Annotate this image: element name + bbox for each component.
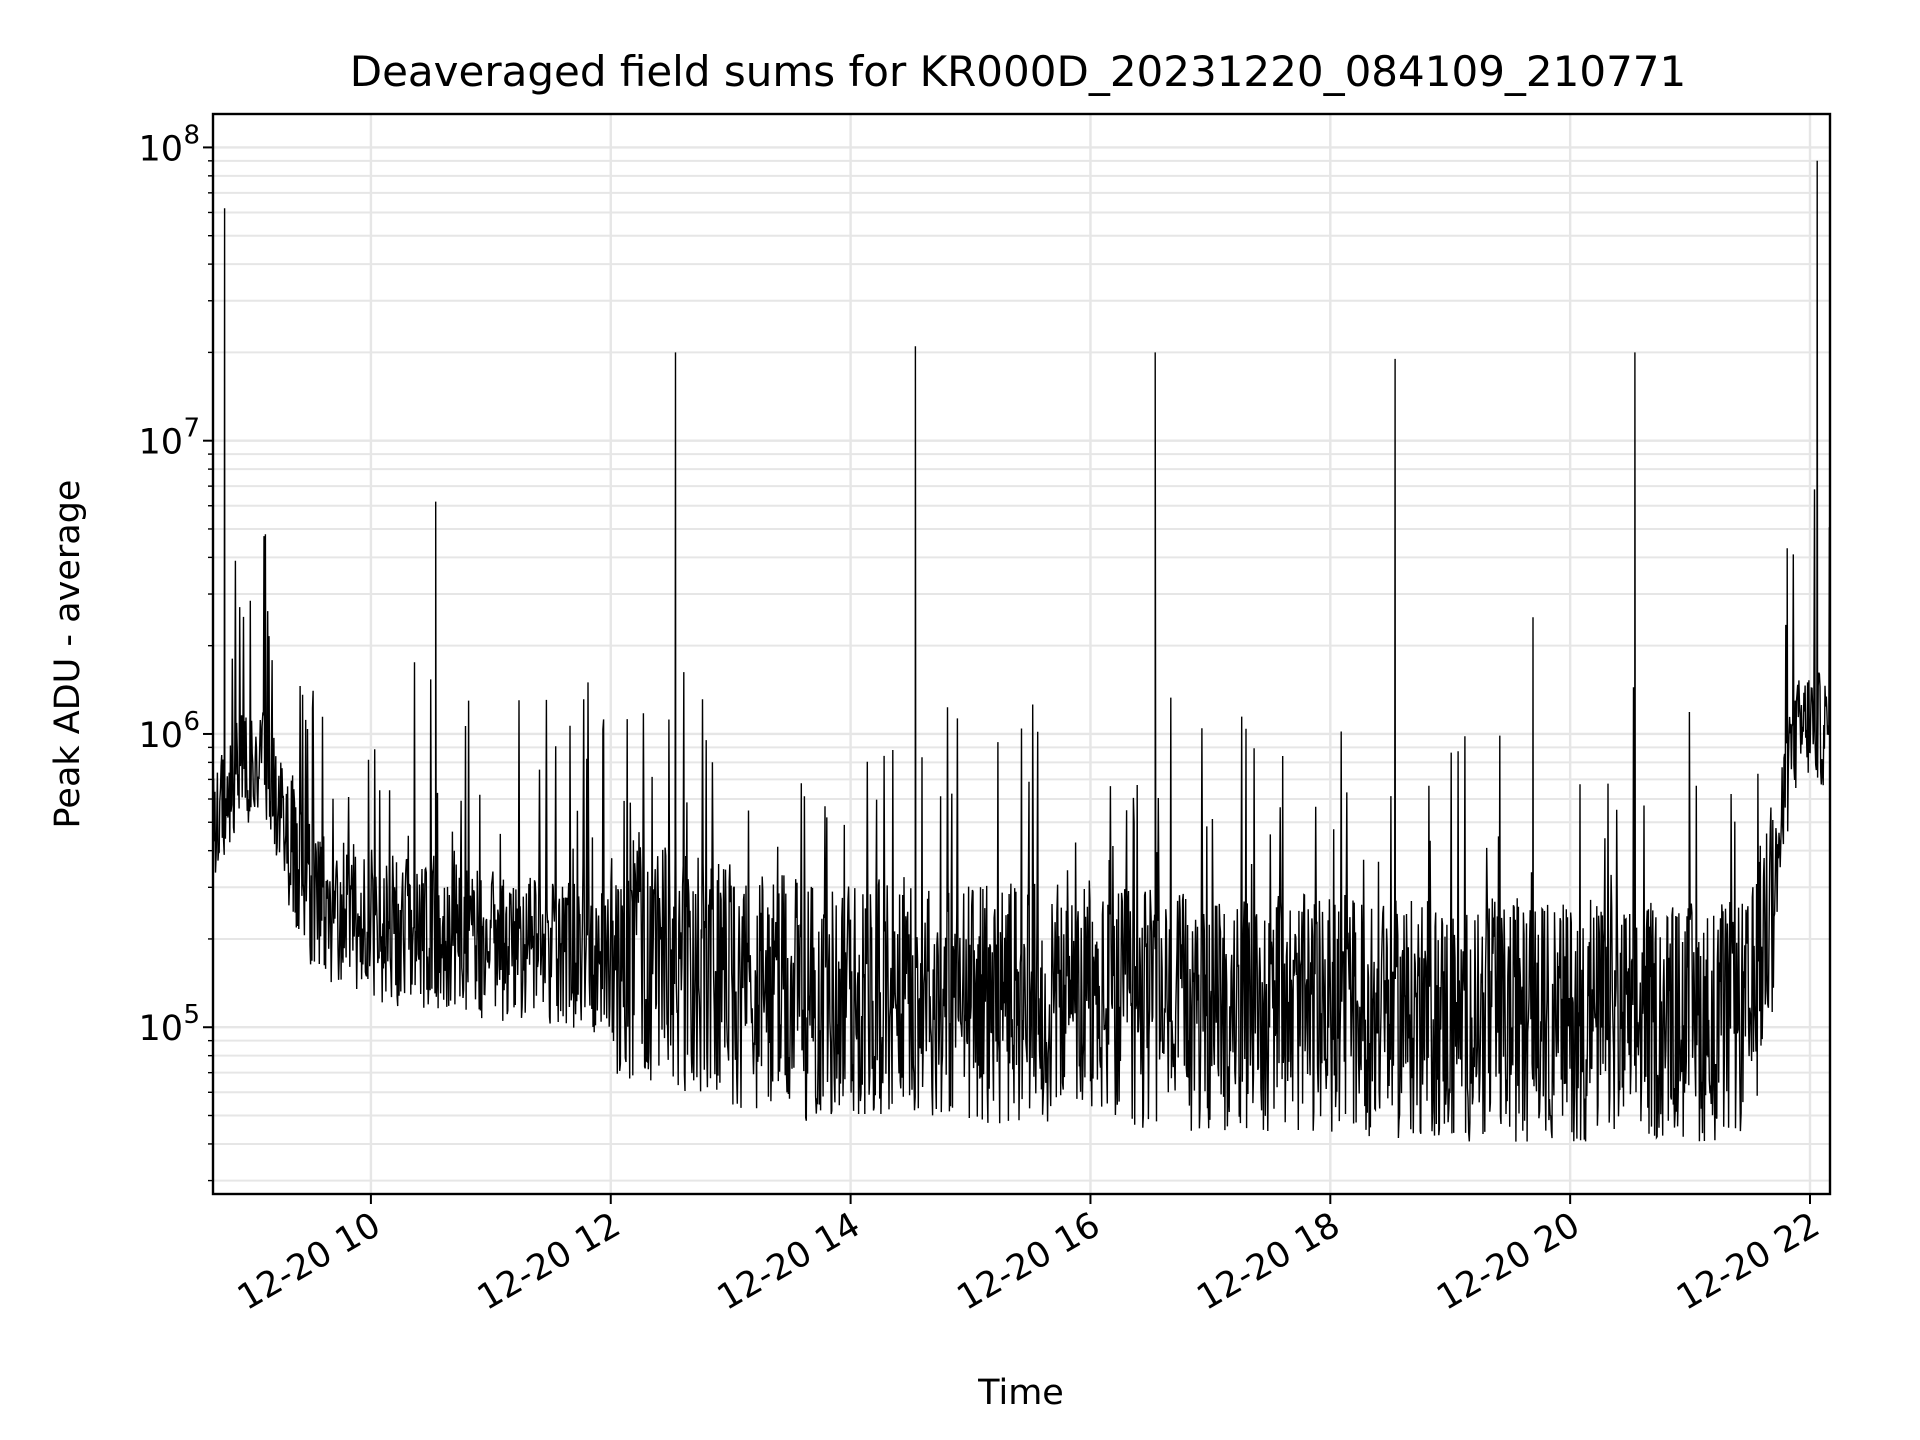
x-tick-label: 12-20 14 bbox=[711, 1205, 867, 1318]
x-tick-label: 12-20 10 bbox=[231, 1205, 387, 1318]
x-tick-label: 12-20 20 bbox=[1430, 1205, 1586, 1318]
x-tick-label: 12-20 12 bbox=[471, 1205, 627, 1318]
y-tick-label: 10 bbox=[138, 423, 183, 463]
x-axis-label: Time bbox=[977, 1373, 1064, 1413]
y-tick-label: 10 bbox=[138, 716, 183, 756]
series-path bbox=[212, 160, 1831, 1142]
y-axis-label: Peak ADU - average bbox=[48, 480, 88, 829]
y-tick-exponent: 5 bbox=[183, 1000, 200, 1030]
plot-frame bbox=[211, 112, 1832, 1196]
y-tick-exponent: 8 bbox=[183, 120, 200, 150]
x-tick-label: 12-20 22 bbox=[1670, 1205, 1826, 1318]
y-tick-label: 10 bbox=[138, 1009, 183, 1049]
x-tick-label: 12-20 18 bbox=[1191, 1205, 1347, 1318]
y-tick-label: 10 bbox=[138, 129, 183, 169]
x-tick-label: 12-20 16 bbox=[951, 1205, 1107, 1318]
chart-title: Deaveraged field sums for KR000D_2023122… bbox=[350, 47, 1687, 96]
y-tick-exponent: 7 bbox=[183, 414, 200, 444]
y-tick-exponent: 6 bbox=[183, 707, 200, 737]
series-line bbox=[212, 160, 1831, 1142]
